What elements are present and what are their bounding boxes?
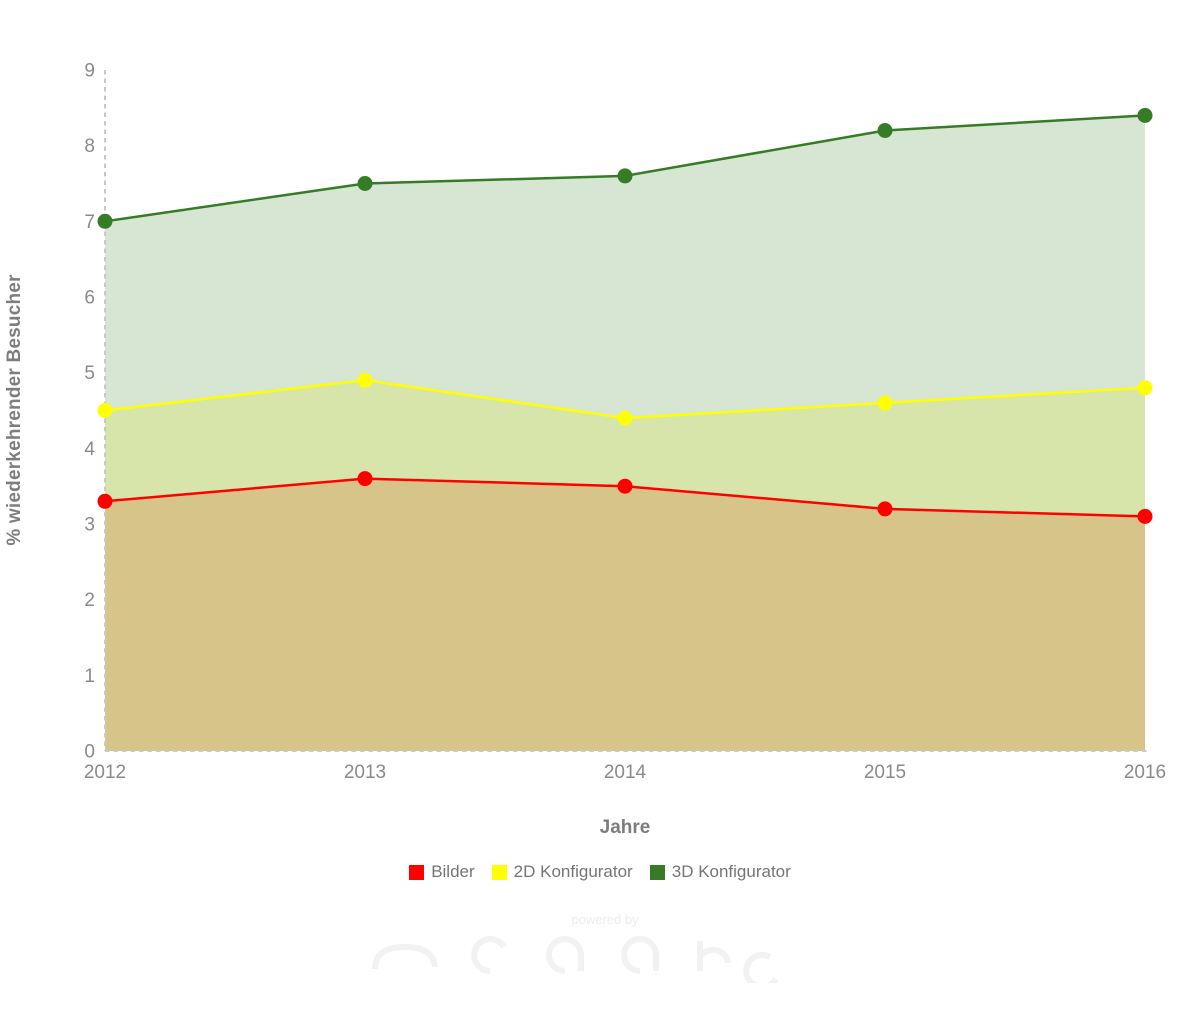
data-point-2-3[interactable] xyxy=(877,123,893,138)
legend-swatch-3d-konfigurator xyxy=(649,864,665,880)
data-point-0-2[interactable] xyxy=(617,478,633,494)
y-axis-title: % wiederkehrender Besucher xyxy=(4,274,25,546)
x-tick-label: 2012 xyxy=(84,762,126,783)
data-point-2-4[interactable] xyxy=(1137,107,1153,123)
x-tick-label: 2013 xyxy=(344,762,386,783)
y-tick-label: 1 xyxy=(84,666,95,687)
data-point-0-0[interactable] xyxy=(97,493,113,509)
data-point-1-1[interactable] xyxy=(357,372,373,388)
area-fill-0 xyxy=(105,478,1145,751)
y-tick-label: 8 xyxy=(84,136,95,157)
data-point-1-3[interactable] xyxy=(877,395,893,411)
legend-item-3d-konfigurator[interactable]: 3D Konfigurator xyxy=(649,862,791,882)
data-point-2-2[interactable] xyxy=(617,168,633,184)
data-point-2-1[interactable] xyxy=(357,176,373,191)
x-axis-title: Jahre xyxy=(599,817,651,838)
data-point-1-0[interactable] xyxy=(97,403,113,418)
y-tick-label: 3 xyxy=(84,515,95,536)
y-tick-label: 6 xyxy=(84,288,95,309)
data-point-0-4[interactable] xyxy=(1137,508,1153,524)
x-tick-label: 2016 xyxy=(1124,762,1166,783)
y-tick-label: 4 xyxy=(84,439,95,460)
y-tick-label: 2 xyxy=(84,590,95,611)
y-tick-label: 7 xyxy=(84,212,95,233)
legend-swatch-2d-konfigurator xyxy=(491,864,507,880)
legend: Bilder 2D Konfigurator 3D Konfigurator xyxy=(0,862,1200,882)
legend-item-bilder[interactable]: Bilder xyxy=(409,862,475,882)
data-point-1-4[interactable] xyxy=(1137,380,1153,396)
legend-item-2d-konfigurator[interactable]: 2D Konfigurator xyxy=(491,862,633,882)
data-point-0-3[interactable] xyxy=(877,501,893,517)
data-point-2-0[interactable] xyxy=(97,213,113,229)
legend-label-2d-konfigurator: 2D Konfigurator xyxy=(513,862,633,881)
x-tick-label: 2014 xyxy=(604,762,647,783)
y-tick-label: 0 xyxy=(84,742,95,763)
legend-label-3d-konfigurator: 3D Konfigurator xyxy=(671,862,791,881)
y-tick-label: 9 xyxy=(84,61,95,82)
data-point-0-1[interactable] xyxy=(357,471,373,487)
legend-swatch-bilder xyxy=(409,864,425,880)
x-tick-label: 2015 xyxy=(864,762,906,783)
data-point-1-2[interactable] xyxy=(617,410,633,426)
legend-label-bilder: Bilder xyxy=(431,862,475,881)
y-tick-label: 5 xyxy=(84,363,95,384)
area-fill-2 xyxy=(105,115,1145,751)
